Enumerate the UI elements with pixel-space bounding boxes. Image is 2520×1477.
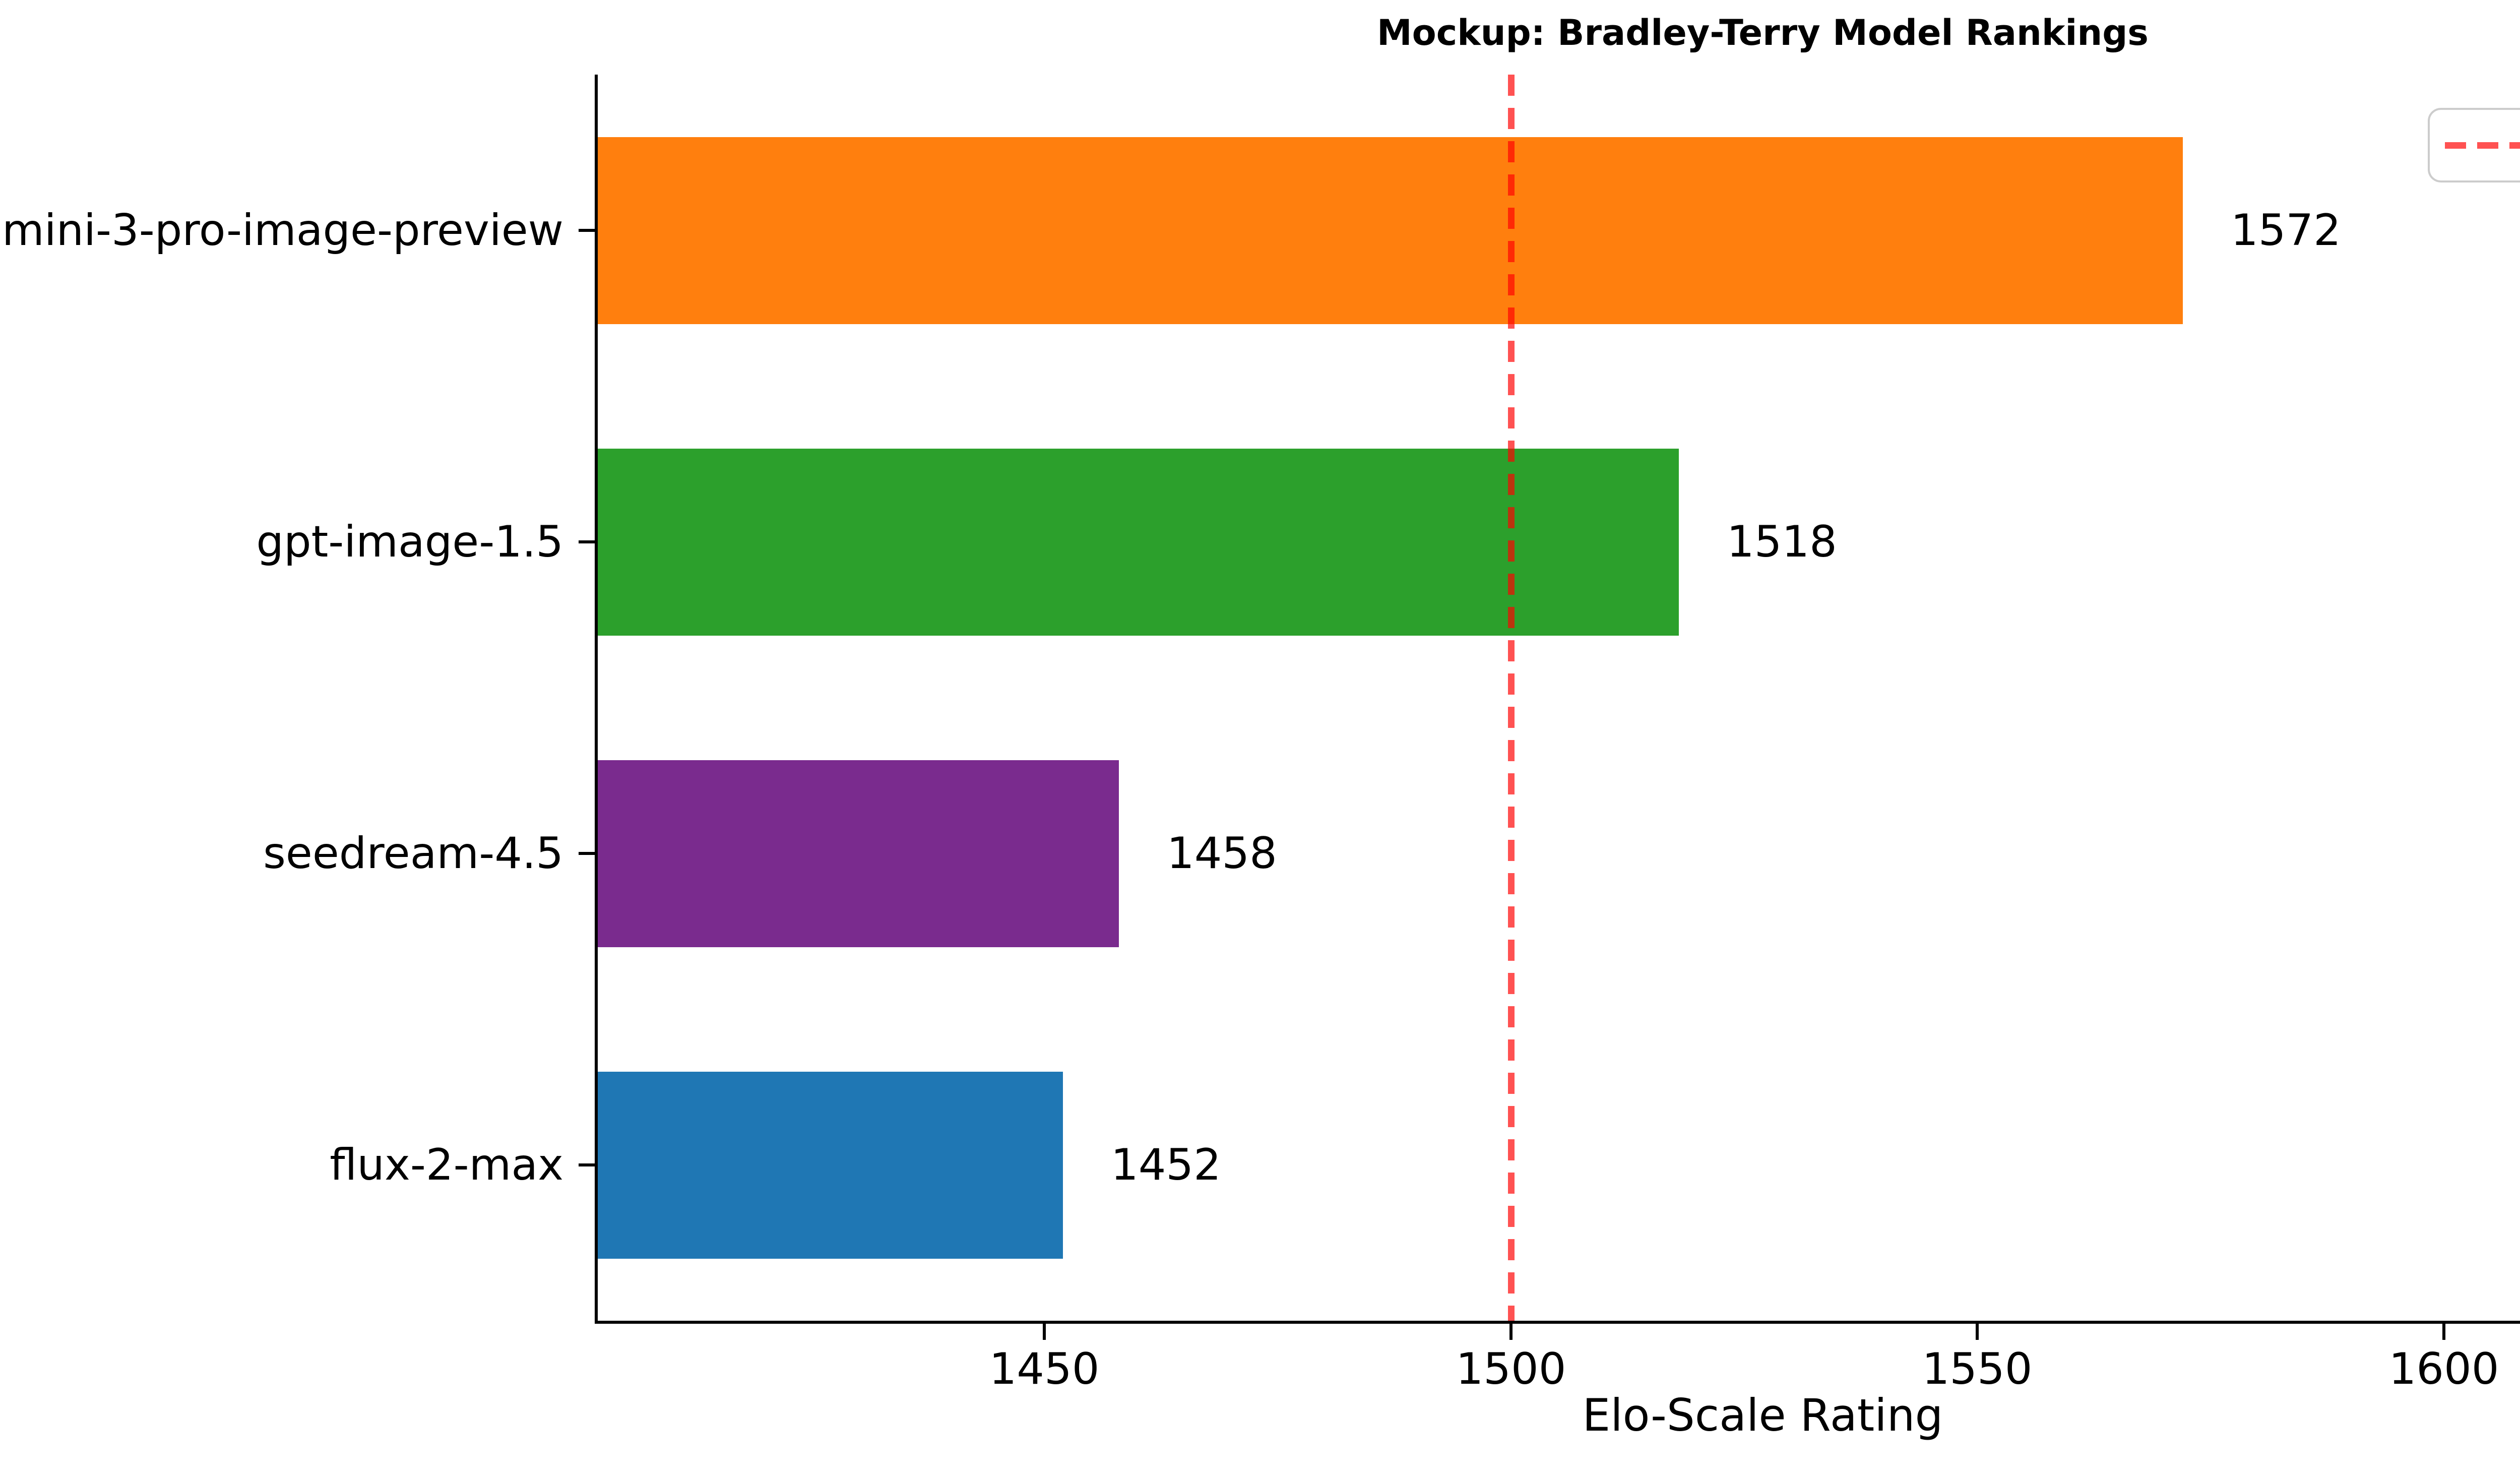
legend-dashed-line-sample: [2445, 142, 2520, 149]
y-tick-gemini-3-pro-image-preview: [579, 229, 595, 232]
x-tick-label-1600: 1600: [2388, 1344, 2499, 1394]
chart-title: Mockup: Bradley-Terry Model Rankings: [1377, 12, 2149, 53]
bar-flux-2-max: [596, 1072, 1063, 1259]
value-label-gpt-image-1.5: 1518: [1727, 517, 1837, 567]
y-tick-seedream-4.5: [579, 852, 595, 855]
x-tick-label-1550: 1550: [1922, 1344, 2033, 1394]
category-label-flux-2-max: flux-2-max: [330, 1140, 563, 1190]
bar-gpt-image-1.5: [596, 449, 1679, 636]
category-label-seedream-4.5: seedream-4.5: [263, 828, 563, 879]
category-label-gpt-image-1.5: gpt-image-1.5: [256, 517, 563, 567]
value-label-flux-2-max: 1452: [1111, 1140, 1221, 1190]
x-axis-spine: [595, 1321, 2520, 1324]
x-axis-label: Elo-Scale Rating: [1582, 1389, 1943, 1441]
x-tick-1450: [1043, 1324, 1046, 1340]
x-tick-label-1450: 1450: [989, 1344, 1100, 1394]
y-tick-flux-2-max: [579, 1163, 595, 1166]
y-tick-gpt-image-1.5: [579, 540, 595, 543]
x-tick-1600: [2442, 1324, 2445, 1340]
x-tick-1500: [1509, 1324, 1513, 1340]
y-axis-spine: [595, 75, 598, 1324]
value-label-gemini-3-pro-image-preview: 1572: [2231, 205, 2341, 256]
bar-gemini-3-pro-image-preview: [596, 137, 2183, 324]
legend: Average (1500): [2428, 108, 2520, 182]
value-label-seedream-4.5: 1458: [1167, 828, 1277, 879]
bar-seedream-4.5: [596, 760, 1119, 947]
average-reference-line: [1508, 75, 1515, 1321]
category-label-gemini-3-pro-image-preview: gemini-3-pro-image-preview: [0, 205, 563, 256]
x-tick-1550: [1976, 1324, 1979, 1340]
x-tick-label-1500: 1500: [1456, 1344, 1566, 1394]
